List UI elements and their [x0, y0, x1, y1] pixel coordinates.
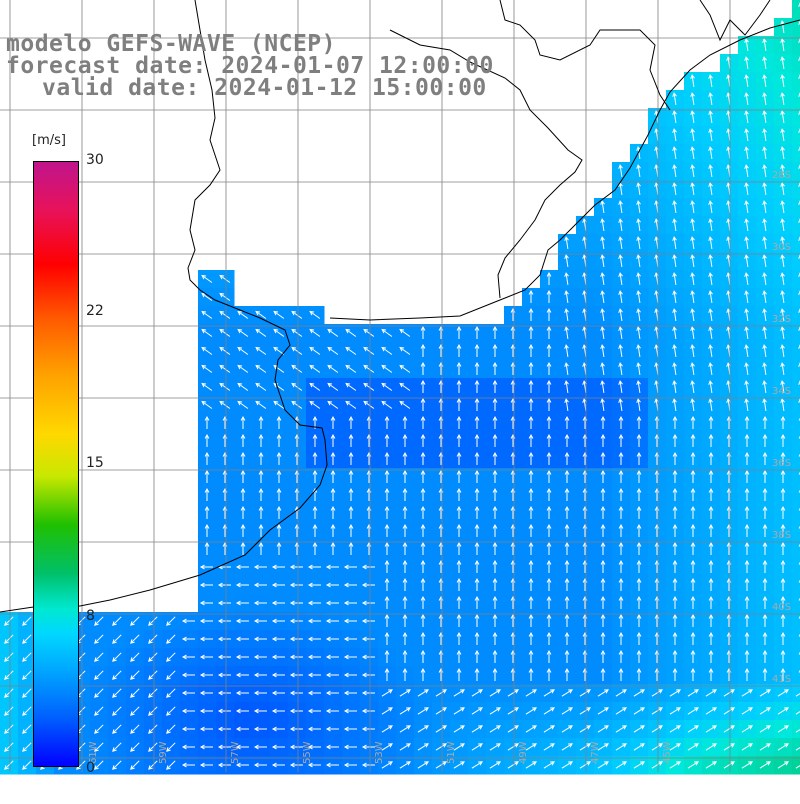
wind-speed-cell	[792, 162, 800, 181]
wind-speed-cell	[792, 90, 800, 109]
wind-speed-cell	[792, 630, 800, 649]
latitude-label: 36S	[772, 458, 791, 469]
wind-speed-cell	[792, 666, 800, 685]
wind-speed-cell	[792, 0, 800, 19]
wind-speed-cell	[792, 720, 800, 739]
longitude-label: 49W	[518, 741, 529, 764]
wind-speed-cell	[792, 198, 800, 217]
wind-speed-cell	[792, 324, 800, 343]
wind-speed-cell	[792, 342, 800, 361]
colorbar-tick: 0	[86, 760, 95, 776]
latitude-label: 40S	[772, 602, 791, 613]
wind-speed-cell	[792, 54, 800, 73]
colorbar-tick: 30	[86, 152, 104, 168]
wind-speed-cell	[792, 36, 800, 55]
latitude-label: 38S	[772, 530, 791, 541]
coastline-path	[700, 0, 770, 40]
wind-speed-cell	[792, 378, 800, 397]
wind-speed-cell	[792, 594, 800, 613]
colorbar-tick: 22	[86, 303, 104, 319]
wind-speed-cell	[792, 684, 800, 703]
wind-speed-cell	[792, 576, 800, 595]
wind-speed-cell	[792, 270, 800, 289]
wind-speed-cell	[792, 540, 800, 559]
latitude-label: 41S	[772, 674, 791, 685]
wind-speed-cell	[792, 738, 800, 757]
wind-speed-cell	[792, 414, 800, 433]
wind-speed-cell	[792, 126, 800, 145]
wind-speed-field	[0, 0, 800, 775]
wind-speed-cell	[792, 558, 800, 577]
longitude-label: 47W	[590, 741, 601, 764]
coastline-path	[500, 0, 670, 110]
wind-speed-cell	[792, 180, 800, 199]
wind-speed-cell	[792, 252, 800, 271]
wind-speed-cell	[792, 468, 800, 487]
wind-speed-cell	[792, 288, 800, 307]
wind-speed-cell	[792, 648, 800, 667]
colorbar-tick: 15	[86, 455, 104, 471]
wind-speed-cell	[792, 306, 800, 325]
wind-speed-cell	[792, 72, 800, 91]
longitude-label: 51W	[446, 741, 457, 764]
longitude-label: 55W	[302, 741, 313, 764]
wind-speed-cell	[792, 450, 800, 469]
wind-speed-cell	[792, 234, 800, 253]
wind-speed-cell	[792, 216, 800, 235]
wind-speed-cell	[792, 486, 800, 505]
colorbar	[33, 161, 79, 767]
latitude-label: 34S	[772, 386, 791, 397]
wind-speed-cell	[792, 522, 800, 541]
latitude-label: 30S	[772, 242, 791, 253]
title-valid-date: valid date: 2024-01-12 15:00:00	[42, 76, 487, 100]
wind-speed-cell	[792, 612, 800, 631]
wind-speed-cell	[792, 360, 800, 379]
colorbar-tick: 8	[86, 608, 95, 624]
wind-speed-cell	[792, 396, 800, 415]
wind-speed-cell	[792, 504, 800, 523]
wind-speed-cell	[792, 108, 800, 127]
latitude-label: 28S	[772, 170, 791, 181]
latitude-label: 32S	[772, 314, 791, 325]
longitude-label: 57W	[230, 741, 241, 764]
wind-speed-cell	[792, 756, 800, 775]
colorbar-unit: [m/s]	[32, 133, 66, 148]
longitude-label: 45W	[662, 741, 673, 764]
longitude-label: 59W	[158, 741, 169, 764]
wind-speed-cell	[792, 432, 800, 451]
longitude-label: 53W	[374, 741, 385, 764]
wind-speed-cell	[792, 702, 800, 721]
wind-speed-cell	[792, 144, 800, 163]
